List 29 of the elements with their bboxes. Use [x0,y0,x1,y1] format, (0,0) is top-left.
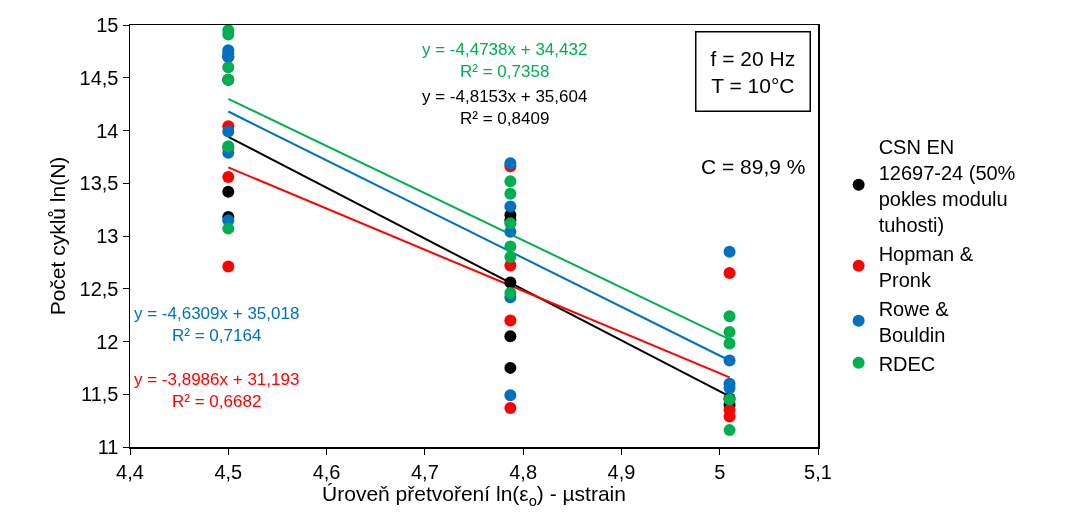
x-tick-label: 5,1 [804,460,832,483]
annotation: y = -4,6309x + 35,018 R² = 0,7164 [134,304,300,346]
y-tick-label: 11,5 [81,383,119,406]
x-tick-label: 4,4 [116,460,144,483]
legend-label: Rowe & Bouldin [878,297,950,346]
annotation: f = 20 Hz T = 10°C [710,46,796,97]
annotation: y = -4,4738x + 34,432 R² = 0,7358 [422,40,588,82]
y-tick-label: 11 [97,436,119,458]
legend-label: Hopman & Pronk [878,242,974,291]
x-axis-title: Úroveň přetvoření ln(ε$_{o}$) - µstrain [322,482,626,509]
y-tick-label: 14 [96,119,119,142]
x-tick-label: 4,5 [214,460,243,483]
y-tick-label: 13 [96,225,119,247]
x-tick-label: 4,7 [410,460,439,483]
y-tick-label: 13,5 [79,172,119,195]
y-tick-label: 14,5 [79,66,119,89]
y-tick-label: 12,5 [79,277,119,300]
y-tick-label: 15 [96,14,119,36]
annotation: y = -3,8986x + 31,193 R² = 0,6682 [134,370,300,412]
annotation: C = 89,9 % [701,155,806,178]
y-tick-label: 12 [96,330,119,353]
x-tick-label: 4,6 [312,460,341,483]
annotation: y = -4,8153x + 35,604 R² = 0,8409 [422,87,588,129]
legend-label: CSN EN 12697-24 (50% pokles modulu tuhosti) [878,135,1016,236]
legend-label: RDEC [878,352,936,375]
x-tick-label: 4,9 [607,460,636,483]
y-axis-title: Počet cyklů ln(N) [45,156,69,316]
x-tick-label: 4,8 [509,460,538,483]
x-tick-label: 5 [714,460,726,483]
